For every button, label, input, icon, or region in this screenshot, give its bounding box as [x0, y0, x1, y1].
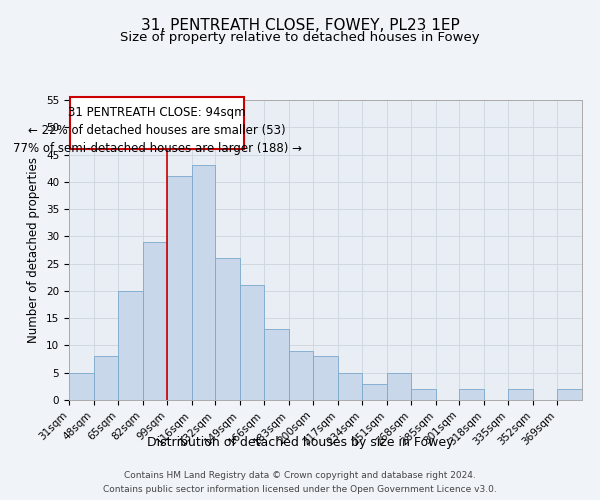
Bar: [338, 372, 362, 400]
Bar: [239, 286, 264, 400]
Text: 31 PENTREATH CLOSE: 94sqm
← 22% of detached houses are smaller (53)
77% of semi-: 31 PENTREATH CLOSE: 94sqm ← 22% of detac…: [13, 106, 302, 156]
Bar: [94, 356, 118, 400]
Bar: [143, 242, 167, 400]
Bar: [289, 351, 313, 400]
Bar: [412, 389, 436, 400]
Bar: [313, 356, 338, 400]
Text: Contains HM Land Registry data © Crown copyright and database right 2024.: Contains HM Land Registry data © Crown c…: [124, 472, 476, 480]
Bar: [459, 389, 484, 400]
Bar: [215, 258, 239, 400]
Bar: [192, 166, 215, 400]
Text: Size of property relative to detached houses in Fowey: Size of property relative to detached ho…: [120, 31, 480, 44]
Bar: [387, 372, 412, 400]
Text: 31, PENTREATH CLOSE, FOWEY, PL23 1EP: 31, PENTREATH CLOSE, FOWEY, PL23 1EP: [140, 18, 460, 32]
Text: Distribution of detached houses by size in Fowey: Distribution of detached houses by size …: [147, 436, 453, 449]
Bar: [508, 389, 533, 400]
Bar: [362, 384, 387, 400]
Y-axis label: Number of detached properties: Number of detached properties: [28, 157, 40, 343]
FancyBboxPatch shape: [70, 98, 244, 149]
Bar: [264, 329, 289, 400]
Bar: [118, 291, 143, 400]
Bar: [69, 372, 94, 400]
Bar: [557, 389, 582, 400]
Bar: [167, 176, 192, 400]
Text: Contains public sector information licensed under the Open Government Licence v3: Contains public sector information licen…: [103, 484, 497, 494]
